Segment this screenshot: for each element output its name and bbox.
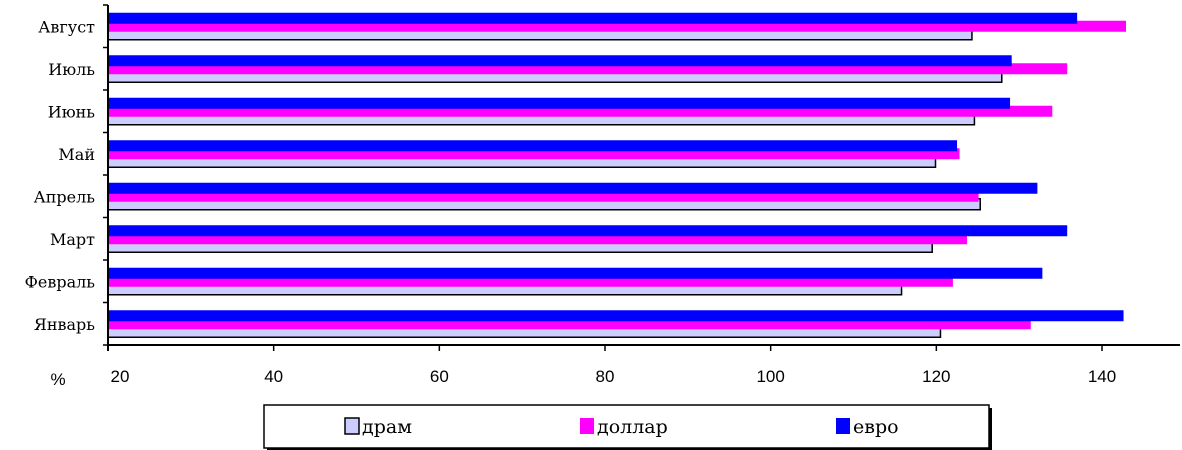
bar-series-2-3 bbox=[108, 182, 1038, 194]
bar-series-2-0 bbox=[108, 310, 1124, 322]
bar-series-1-0 bbox=[108, 318, 1031, 330]
category-label-2: Март bbox=[50, 230, 95, 249]
bar-group-3 bbox=[107, 182, 1038, 211]
category-label-3: Апрель bbox=[34, 187, 96, 206]
bar-group-2 bbox=[107, 225, 1068, 253]
legend-box bbox=[263, 404, 990, 449]
x-tick-label-3: 80 bbox=[596, 367, 615, 386]
labels-layer: Январь Февраль Март Апрель Май Июнь Июль Август… bbox=[25, 17, 1117, 389]
x-tick-label-4: 100 bbox=[756, 367, 784, 386]
bar-group-5 bbox=[107, 97, 1053, 126]
legend-label-0: драм bbox=[362, 416, 412, 438]
bar-series-2-6 bbox=[108, 55, 1012, 67]
bar-series-2-4 bbox=[108, 140, 958, 152]
x-tick-label-5: 120 bbox=[922, 367, 950, 386]
bar-series-1-4 bbox=[108, 148, 960, 160]
legend-swatch-1 bbox=[580, 418, 594, 434]
bar-series-2-5 bbox=[108, 97, 1011, 109]
bar-group-7 bbox=[107, 12, 1127, 41]
legend: драм доллар евро bbox=[263, 404, 992, 450]
bar-group-0 bbox=[107, 310, 1124, 338]
x-tick-label-6: 140 bbox=[1088, 367, 1116, 386]
legend-swatch-2 bbox=[836, 418, 850, 434]
bar-series-1-3 bbox=[108, 190, 979, 202]
category-label-1: Февраль bbox=[25, 272, 96, 291]
x-unit-label: % bbox=[50, 370, 65, 389]
category-label-5: Июнь bbox=[48, 102, 96, 121]
legend-label-1: доллар bbox=[597, 416, 668, 438]
bar-group-6 bbox=[107, 55, 1068, 83]
bar-series-2-2 bbox=[108, 225, 1068, 237]
category-label-7: Август bbox=[38, 17, 95, 36]
axis-layer bbox=[103, 4, 1180, 351]
bar-group-1 bbox=[107, 267, 1043, 296]
bar-series-2-1 bbox=[108, 267, 1043, 279]
bar-series-2-7 bbox=[108, 12, 1078, 24]
legend-swatch-0 bbox=[344, 417, 360, 435]
category-label-4: Май bbox=[58, 145, 95, 164]
x-tick-label-0: 20 bbox=[111, 367, 130, 386]
bar-series-1-6 bbox=[108, 63, 1068, 75]
category-label-6: Июль bbox=[48, 60, 95, 79]
x-tick-label-1: 40 bbox=[264, 367, 283, 386]
x-tick-label-2: 60 bbox=[430, 367, 449, 386]
category-label-0: Январь bbox=[34, 315, 95, 334]
legend-label-2: евро bbox=[853, 416, 899, 438]
bar-series-1-5 bbox=[108, 105, 1053, 117]
bar-group-4 bbox=[107, 140, 960, 168]
bars-layer bbox=[107, 12, 1127, 338]
bar-series-1-2 bbox=[108, 233, 967, 245]
bar-series-1-7 bbox=[108, 20, 1127, 32]
bar-series-1-1 bbox=[108, 275, 953, 287]
